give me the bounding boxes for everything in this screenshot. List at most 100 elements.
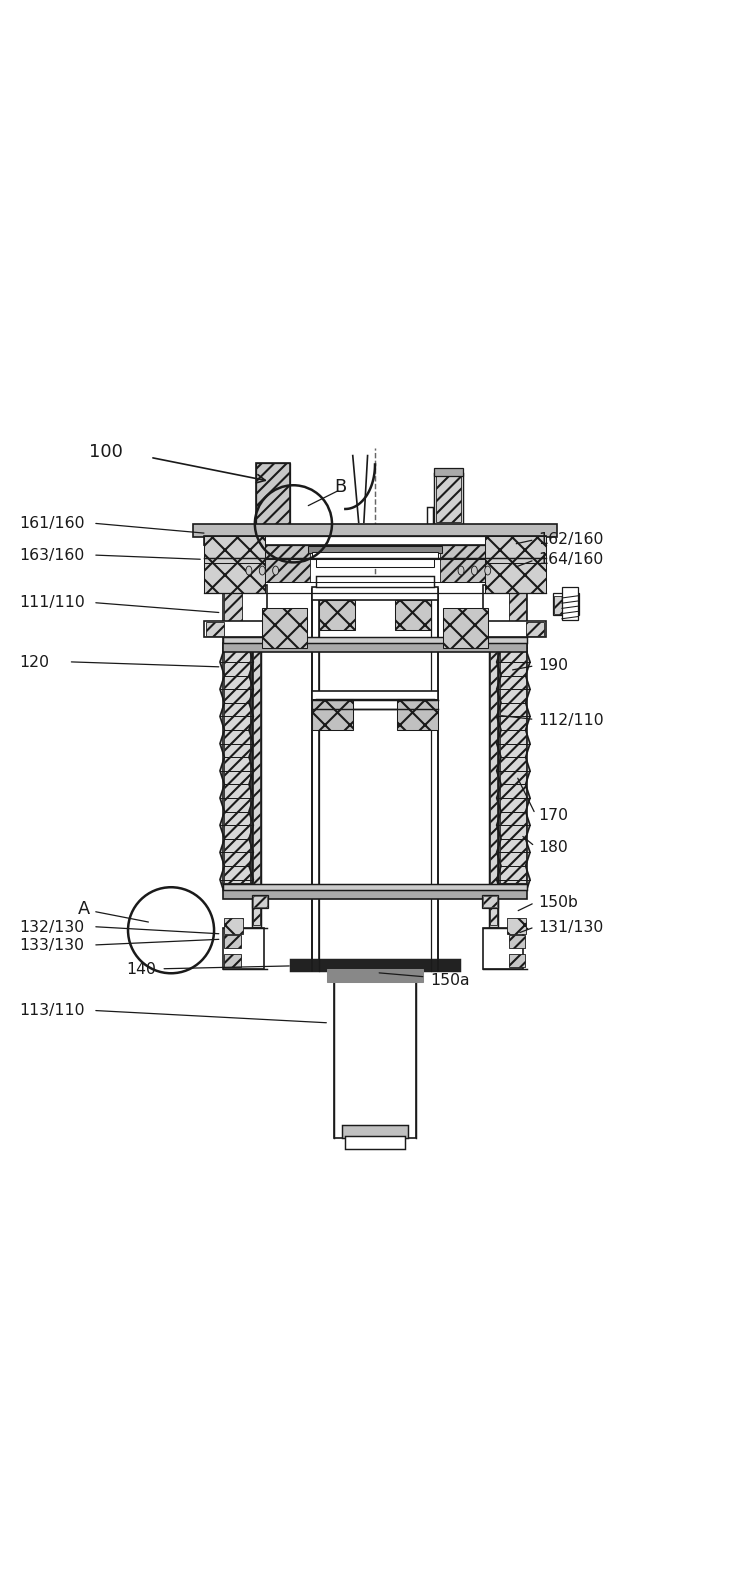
Text: 170: 170 <box>538 808 568 823</box>
Bar <box>507 918 526 934</box>
Bar <box>223 928 264 969</box>
Bar <box>562 587 578 620</box>
Bar <box>312 590 320 971</box>
Text: 150b: 150b <box>538 894 578 910</box>
Bar <box>427 508 433 531</box>
Bar <box>489 590 498 926</box>
Bar <box>252 894 268 909</box>
Bar <box>224 587 242 647</box>
Bar <box>554 596 566 614</box>
Bar <box>266 536 310 558</box>
Bar <box>483 896 496 907</box>
Bar <box>484 536 545 566</box>
Bar <box>443 607 488 649</box>
Bar <box>482 894 498 909</box>
Bar <box>256 464 290 534</box>
Bar <box>327 969 423 982</box>
Bar <box>256 464 290 534</box>
Ellipse shape <box>472 566 477 575</box>
Bar <box>194 524 556 537</box>
Bar <box>509 955 525 968</box>
Bar <box>320 590 430 971</box>
Text: 140: 140 <box>127 961 157 977</box>
Bar <box>500 650 526 883</box>
Bar <box>434 469 463 477</box>
Text: 132/130: 132/130 <box>19 920 84 934</box>
Bar <box>308 547 442 553</box>
Bar <box>223 638 527 644</box>
Text: 120: 120 <box>19 655 49 669</box>
Text: 100: 100 <box>89 443 123 461</box>
Bar <box>224 918 243 934</box>
Bar <box>223 891 527 899</box>
Bar <box>342 1125 409 1138</box>
Bar <box>316 558 434 567</box>
Bar <box>499 649 527 885</box>
Bar <box>224 936 241 948</box>
Bar <box>509 587 526 647</box>
Bar <box>398 700 438 730</box>
Text: 190: 190 <box>538 658 568 673</box>
Bar <box>290 960 460 971</box>
Text: 112/110: 112/110 <box>538 713 604 727</box>
Bar <box>345 1137 405 1149</box>
Bar <box>254 896 267 907</box>
Text: 133/130: 133/130 <box>19 937 84 953</box>
Bar <box>223 585 268 649</box>
Bar <box>312 587 438 601</box>
Bar <box>440 536 485 558</box>
Bar <box>224 955 241 968</box>
Bar <box>395 601 430 630</box>
Text: 150a: 150a <box>430 972 470 988</box>
Bar <box>223 644 527 652</box>
Bar <box>312 700 352 730</box>
Bar <box>430 590 438 971</box>
Bar <box>205 622 272 638</box>
Bar <box>312 553 438 559</box>
Text: B: B <box>334 478 346 496</box>
Bar <box>316 577 434 587</box>
Ellipse shape <box>260 566 266 575</box>
Bar <box>223 649 251 885</box>
Ellipse shape <box>246 566 252 575</box>
Bar <box>205 536 545 545</box>
Bar <box>266 558 310 582</box>
Text: 163/160: 163/160 <box>19 548 84 563</box>
Text: 162/160: 162/160 <box>538 532 604 547</box>
Text: 164/160: 164/160 <box>538 552 604 567</box>
Bar <box>526 623 544 636</box>
Bar <box>334 976 416 1138</box>
Polygon shape <box>220 649 254 893</box>
Bar <box>223 885 527 891</box>
Bar <box>253 591 260 925</box>
Bar <box>205 563 266 593</box>
Bar <box>262 607 307 649</box>
Bar <box>478 622 545 638</box>
Bar <box>224 650 250 883</box>
Text: 113/110: 113/110 <box>19 1003 85 1019</box>
Text: A: A <box>78 899 91 917</box>
Text: 180: 180 <box>538 840 568 854</box>
Text: 111/110: 111/110 <box>19 595 85 611</box>
Bar <box>484 563 545 593</box>
Bar <box>434 473 463 524</box>
Bar <box>252 590 261 926</box>
Bar <box>490 591 497 925</box>
Polygon shape <box>496 649 530 893</box>
Ellipse shape <box>273 566 278 575</box>
Bar <box>440 558 485 582</box>
Bar <box>436 477 461 523</box>
Text: 161/160: 161/160 <box>19 516 85 531</box>
Bar <box>482 585 527 649</box>
Text: 131/130: 131/130 <box>538 920 604 934</box>
Ellipse shape <box>458 566 464 575</box>
Bar <box>316 700 434 709</box>
Bar <box>509 936 525 948</box>
Bar <box>206 623 224 636</box>
Ellipse shape <box>484 566 490 575</box>
Bar <box>553 593 579 615</box>
Bar <box>320 601 355 630</box>
Bar <box>312 692 438 701</box>
Bar <box>205 536 266 566</box>
Bar <box>482 928 524 969</box>
